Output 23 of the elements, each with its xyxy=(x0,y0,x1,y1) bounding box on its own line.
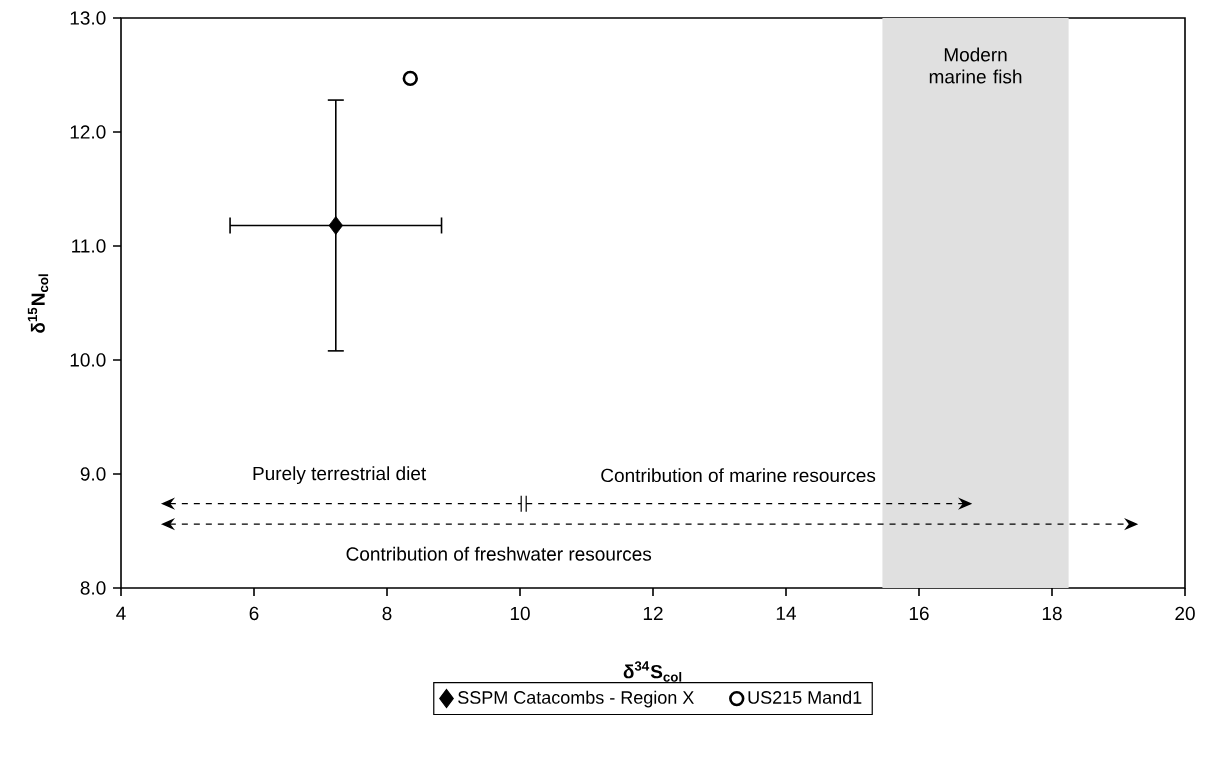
legend-label: SSPM Catacombs - Region X xyxy=(458,690,694,708)
y-tick-label: 9.0 xyxy=(80,467,106,481)
x-tick-label: 4 xyxy=(116,606,126,620)
y-axis-title: δ$^{15}$N$_{col}$ xyxy=(27,274,49,333)
legend-label: US215 Mand1 xyxy=(748,690,862,704)
y-tick-label: 11.0 xyxy=(72,239,106,253)
annotation: Contribution of marine resources xyxy=(601,468,876,483)
x-tick-label: 16 xyxy=(909,606,929,621)
x-tick-label: 14 xyxy=(776,606,796,620)
band-label: Modern marine fish xyxy=(929,47,1022,84)
x-tick-label: 8 xyxy=(382,606,392,621)
x-tick-label: 10 xyxy=(510,606,530,621)
x-tick-label: 20 xyxy=(1175,606,1195,621)
x-tick-label: 18 xyxy=(1042,606,1062,621)
y-tick-label: 8.0 xyxy=(80,581,106,595)
x-axis-title: δ$^{34}$S$_{col}$ xyxy=(623,661,682,682)
y-tick-label: 12.0 xyxy=(70,125,106,139)
x-tick-label: 12 xyxy=(643,606,663,620)
x-tick-label: 6 xyxy=(249,606,259,621)
y-tick-label: 13.0 xyxy=(70,11,106,25)
annotation: Purely terrestrial diet xyxy=(253,466,427,484)
y-tick-label: 10.0 xyxy=(70,353,106,367)
annotation: Contribution of freshwater resources xyxy=(346,546,652,561)
